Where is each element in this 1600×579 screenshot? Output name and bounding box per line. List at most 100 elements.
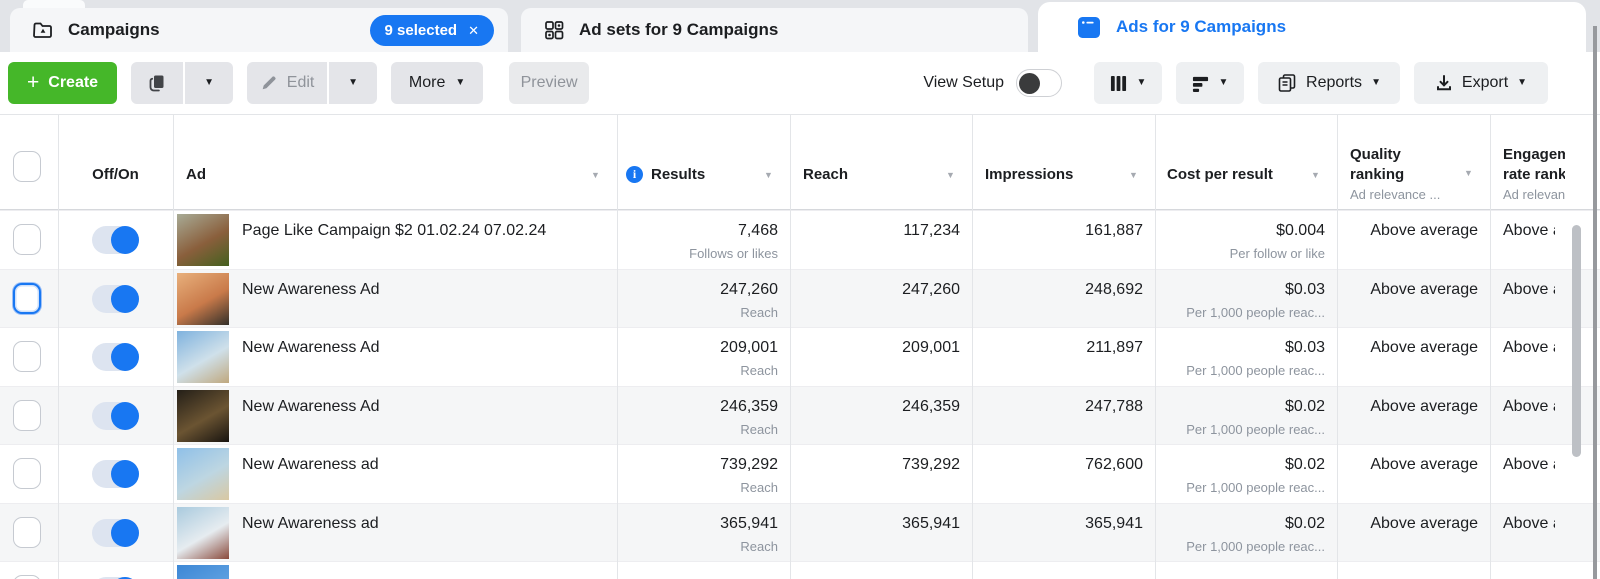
column-header-results[interactable]: Results <box>651 166 706 183</box>
sort-caret-icon[interactable]: ▼ <box>764 170 773 180</box>
ad-thumbnail <box>177 272 229 325</box>
tab-adsets[interactable]: Ad sets for 9 Campaigns <box>521 8 1028 52</box>
duplicate-button[interactable] <box>131 62 184 104</box>
column-divider <box>1490 115 1491 579</box>
column-header-ad[interactable]: Ad <box>186 166 206 183</box>
ad-thumbnail <box>177 389 229 442</box>
tab-campaigns[interactable]: Campaigns 9 selected ✕ <box>10 8 508 52</box>
edit-dropdown-button[interactable]: ▼ <box>329 62 378 104</box>
duplicate-dropdown-button[interactable]: ▼ <box>185 62 234 104</box>
ad-name[interactable]: New Awareness Ad <box>242 280 380 298</box>
column-header-engagement-rate[interactable]: Engagement <box>1503 146 1565 163</box>
column-header-quality-ranking[interactable]: Quality <box>1350 146 1401 163</box>
sort-caret-icon[interactable]: ▼ <box>1311 170 1320 180</box>
results-subtitle: Reach <box>740 421 778 437</box>
vertical-scrollbar[interactable] <box>1572 225 1581 457</box>
impressions-value: 365,941 <box>1085 514 1143 532</box>
results-subtitle: Reach <box>740 304 778 320</box>
selected-count-text: 9 selected <box>384 21 458 39</box>
ad-thumbnail <box>177 214 229 266</box>
ad-on-off-toggle[interactable] <box>92 401 139 430</box>
edit-button-label: Edit <box>286 74 315 91</box>
column-divider <box>58 115 59 579</box>
cost-per-result-value: $0.03 <box>1284 339 1325 356</box>
reports-button[interactable]: Reports ▼ <box>1258 62 1400 104</box>
table-row: New Awareness Ad 209,001 Reach 209,001 2… <box>0 327 1600 386</box>
reach-value: 365,941 <box>902 514 960 532</box>
chevron-down-icon: ▼ <box>348 77 359 88</box>
column-header-cost-per-result[interactable]: Cost per result <box>1167 166 1273 183</box>
row-checkbox[interactable] <box>13 341 41 372</box>
view-setup-label: View Setup <box>923 74 1004 91</box>
results-subtitle: Reach <box>740 480 778 495</box>
cost-per-result-subtitle: Per 1,000 people reac... <box>1186 421 1325 437</box>
column-header-engagement-rate-line2[interactable]: rate ranking <box>1503 166 1565 183</box>
row-checkbox[interactable] <box>13 224 41 255</box>
columns-button[interactable]: ▼ <box>1094 62 1162 104</box>
ad-on-off-toggle[interactable] <box>92 460 139 488</box>
ad-on-off-toggle[interactable] <box>92 577 139 579</box>
engagement-ranking-value: Above average <box>1503 456 1555 473</box>
breakdown-icon <box>1192 75 1209 92</box>
view-setup-toggle[interactable] <box>1016 69 1062 97</box>
edit-button[interactable]: Edit <box>247 62 328 104</box>
export-button[interactable]: Export ▼ <box>1414 62 1548 104</box>
column-header-off-on[interactable]: Off/On <box>92 166 139 183</box>
table-header: Off/On Ad ▼ i Results ▼ Reach ▼ Impressi… <box>0 115 1600 210</box>
row-checkbox[interactable] <box>13 282 41 314</box>
tab-campaigns-label: Campaigns <box>68 20 160 39</box>
tab-ads[interactable]: Ads for 9 Campaigns <box>1038 2 1586 52</box>
cost-per-result-value: $0.02 <box>1284 456 1325 473</box>
export-download-icon <box>1435 74 1453 92</box>
adsets-grid-icon <box>543 19 565 41</box>
row-checkbox[interactable] <box>13 458 41 489</box>
duplicate-split-button: ▼ <box>131 62 234 104</box>
selected-count-badge[interactable]: 9 selected ✕ <box>369 14 494 46</box>
column-header-reach[interactable]: Reach <box>803 166 849 183</box>
info-icon[interactable]: i <box>626 166 643 183</box>
clear-selection-icon[interactable]: ✕ <box>468 22 479 38</box>
preview-button[interactable]: Preview <box>509 62 590 104</box>
ad-thumbnail <box>177 565 229 579</box>
sort-caret-icon[interactable]: ▼ <box>946 170 955 180</box>
toggle-knob <box>111 401 139 430</box>
row-checkbox[interactable] <box>13 575 41 579</box>
ad-on-off-toggle[interactable] <box>92 284 139 313</box>
row-checkbox[interactable] <box>13 516 41 548</box>
ad-name[interactable]: New Awareness ad <box>242 514 379 532</box>
ad-on-off-toggle[interactable] <box>92 343 139 371</box>
sort-caret-icon[interactable]: ▼ <box>1129 170 1138 180</box>
chevron-down-icon: ▼ <box>1218 77 1229 88</box>
ad-name[interactable]: New Awareness Ad <box>242 397 380 415</box>
export-button-label: Export <box>1461 74 1509 91</box>
results-subtitle: Follows or likes <box>689 246 778 261</box>
results-value: 7,468 <box>737 222 778 239</box>
ad-on-off-toggle[interactable] <box>92 518 139 547</box>
column-header-quality-ranking-line2[interactable]: ranking <box>1350 166 1405 183</box>
ad-name[interactable]: Page Like Campaign $2 01.02.24 07.02.24 <box>242 222 547 239</box>
create-button[interactable]: + Create <box>8 62 118 104</box>
select-all-checkbox[interactable] <box>13 151 41 182</box>
toggle-knob <box>111 226 139 254</box>
chevron-down-icon: ▼ <box>1371 77 1381 88</box>
row-checkbox[interactable] <box>13 399 41 431</box>
sort-caret-icon[interactable]: ▼ <box>1464 168 1473 178</box>
toggle-knob <box>111 577 139 579</box>
column-header-impressions[interactable]: Impressions <box>985 166 1074 183</box>
cost-per-result-value: $0.02 <box>1284 514 1325 532</box>
results-value: 247,260 <box>720 280 778 298</box>
cost-per-result-subtitle: Per follow or like <box>1229 246 1325 261</box>
more-button[interactable]: More ▼ <box>391 62 484 104</box>
ad-name[interactable]: New Awareness ad <box>242 456 379 473</box>
chevron-down-icon: ▼ <box>1517 77 1528 88</box>
impressions-value: 248,692 <box>1085 280 1143 298</box>
cost-per-result-subtitle: Per 1,000 people reac... <box>1186 480 1325 495</box>
ad-name[interactable]: New Awareness Ad <box>242 339 380 356</box>
cost-per-result-subtitle: Per 1,000 people reac... <box>1186 538 1325 554</box>
sort-caret-icon[interactable]: ▼ <box>591 170 600 180</box>
engagement-ranking-value: Above average <box>1503 514 1555 532</box>
results-value: 246,359 <box>720 397 778 415</box>
ad-on-off-toggle[interactable] <box>92 226 139 254</box>
breakdown-button[interactable]: ▼ <box>1176 62 1244 104</box>
engagement-ranking-value: Above average <box>1503 397 1555 415</box>
